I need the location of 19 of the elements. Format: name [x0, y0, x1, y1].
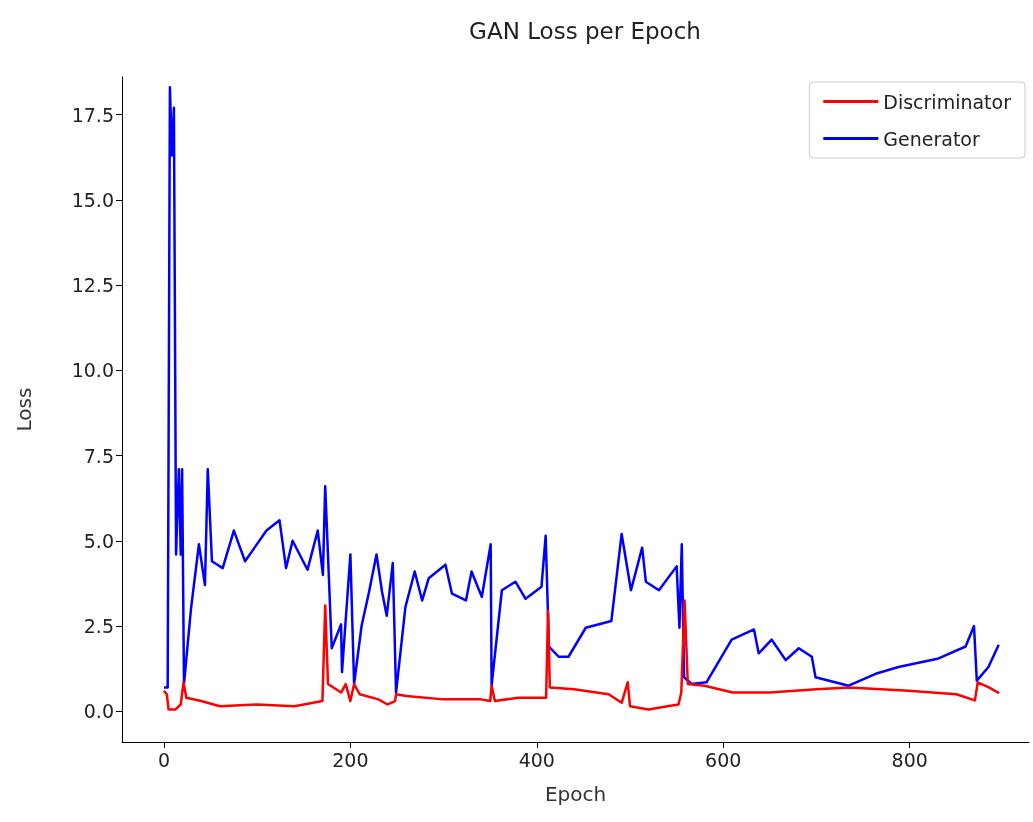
y-tick-label: 0.0: [83, 700, 114, 723]
y-tick-label: 17.5: [71, 103, 114, 126]
x-tick-label: 800: [891, 748, 928, 771]
y-tick-label: 15.0: [71, 188, 114, 211]
x-axis-title: Epoch: [544, 782, 607, 806]
x-tick-label: 600: [705, 748, 742, 771]
y-axis-title: Loss: [12, 387, 36, 432]
y-tick-label: 12.5: [71, 274, 114, 297]
y-tick-label: 5.0: [83, 529, 114, 552]
legend-label: Generator: [883, 127, 980, 150]
legend-label: Discriminator: [883, 90, 1012, 113]
x-tick-label: 200: [332, 748, 369, 771]
y-tick-label: 10.0: [71, 359, 114, 382]
line-series: [162, 599, 1001, 711]
x-tick-label: 0: [157, 748, 170, 771]
y-tick-label: 7.5: [83, 444, 114, 467]
x-tick-label: 400: [518, 748, 555, 771]
chart-title: GAN Loss per Epoch: [469, 17, 701, 44]
y-tick-label: 2.5: [83, 615, 114, 638]
